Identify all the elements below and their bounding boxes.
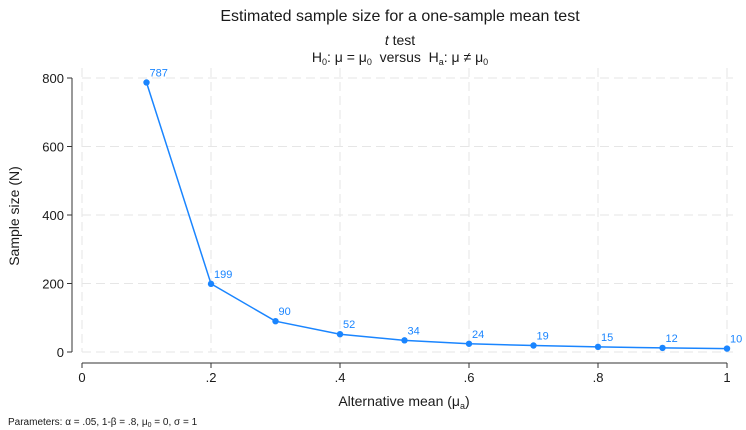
ha-subscript: a: [439, 57, 444, 67]
x-tick-label-1: .2: [206, 370, 217, 385]
data-point-5: [465, 340, 473, 347]
h0-subscript: 0: [322, 57, 327, 67]
chart-title: Estimated sample size for a one-sample m…: [220, 8, 580, 25]
ha-expression: : μ ≠ μ: [444, 49, 483, 65]
x-axis-label-main: Alternative mean (μ: [338, 393, 460, 409]
data-label-6: 19: [537, 330, 549, 342]
data-label-8: 12: [666, 333, 678, 345]
data-label-9: 10: [730, 334, 742, 346]
y-tick-label-0: 0: [57, 345, 64, 360]
data-label-1: 199: [214, 269, 232, 281]
data-point-9: [723, 345, 731, 352]
parameters-note: Parameters: α = .05, 1-β = .8, μ0 = 0, σ…: [8, 417, 198, 429]
x-tick-label-3: .6: [464, 370, 475, 385]
data-label-0: 787: [150, 67, 168, 79]
ha-letter: H: [429, 49, 439, 65]
data-points: [143, 79, 731, 352]
data-point-4: [401, 337, 408, 344]
chart-subtitle-hypotheses: H0: μ = μ0 versus Ha: μ ≠ μ0: [312, 49, 488, 67]
y-tick-label-2: 400: [42, 208, 64, 223]
subtitle-test-letter: t: [385, 32, 390, 48]
x-axis-label-subscript: a: [460, 401, 465, 411]
x-tick-label-0: 0: [78, 370, 85, 385]
data-point-1: [207, 280, 215, 288]
data-label-4: 34: [408, 325, 420, 337]
data-point-3: [336, 330, 344, 338]
versus-word: versus: [372, 49, 429, 65]
ha-mu-subscript: 0: [483, 57, 488, 67]
data-label-7: 15: [601, 332, 613, 344]
data-point-7: [594, 343, 602, 351]
x-tick-label-5: 1: [723, 370, 730, 385]
data-point-2: [272, 317, 279, 325]
h0-expression: : μ = μ: [327, 49, 367, 65]
parameters-text: Parameters: α = .05, 1-β = .8, μ: [8, 417, 148, 428]
h0-mu-subscript: 0: [367, 57, 372, 67]
data-label-3: 52: [343, 319, 355, 331]
sample-size-line: [145, 82, 728, 350]
data-labels: 787 199 90 52 34 24 19 15 12 10: [150, 67, 743, 345]
y-tick-label-3: 600: [42, 140, 64, 155]
x-tick-label-2: .4: [335, 370, 346, 385]
y-tick-label-1: 200: [42, 277, 64, 292]
chart-subtitle-test: t test: [385, 32, 415, 48]
x-tick-label-4: .8: [593, 370, 604, 385]
parameters-text-end: = 0, σ = 1: [151, 417, 197, 428]
data-point-8: [659, 344, 666, 352]
axes: 0 200 400 600 800 0 .2 .4 .6 .8 1: [42, 71, 730, 385]
y-tick-label-4: 800: [42, 71, 64, 86]
y-axis-label: Sample size (N): [6, 166, 22, 266]
grid-lines: [81, 68, 733, 353]
data-label-2: 90: [279, 306, 291, 318]
data-label-5: 24: [472, 329, 484, 341]
subtitle-test-word: test: [389, 32, 416, 48]
data-point-0: [143, 79, 150, 86]
x-axis-label: Alternative mean (μa): [338, 393, 469, 411]
x-axis-label-end: ): [465, 393, 470, 409]
parameters-subscript: 0: [148, 422, 152, 429]
data-point-6: [530, 342, 537, 349]
h0-letter: H: [312, 49, 322, 65]
series-line: [145, 82, 728, 350]
